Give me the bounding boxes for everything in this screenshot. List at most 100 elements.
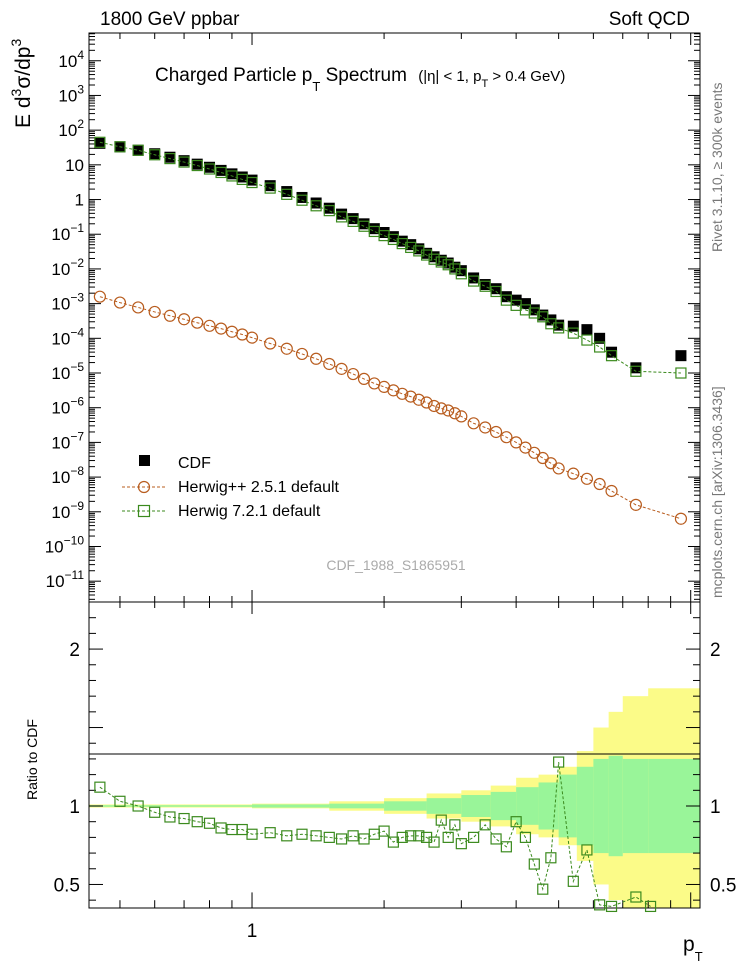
header-right: Soft QCD [609,9,690,30]
ylabel-b: 3 [8,88,24,96]
herwigpp-point [214,322,228,335]
main-ytick-label: 10−5 [51,360,84,383]
ratio-herwig7-point [94,781,106,793]
main-ytick-label-base: 10 [58,52,77,71]
herwig7-point [405,241,417,254]
herwigpp-point [245,331,259,344]
ratio-band-inner [490,791,517,821]
herwigpp-point [580,472,594,485]
title-paren: (|η| < 1, p [418,68,481,85]
ratio-herwig7-point [442,831,454,843]
herwigpp-point [132,301,145,314]
title-main: Charged Particle p [155,65,312,86]
ratio-herwig7-point [178,812,190,825]
herwig7-point [378,230,390,242]
ratio-ytick-label-right: 1 [710,797,721,818]
herwigpp-point [552,462,565,475]
herwigpp-point [93,290,106,303]
herwig7-point [479,280,491,292]
main-ytick-label-base: 10 [51,225,70,244]
ratio-herwig7-point [553,756,565,768]
series-line [99,296,682,520]
title-sub1: T [312,79,320,94]
cdf-data-point [164,151,176,163]
ratio-herwig7-point [149,806,161,818]
herwig7-point [567,327,579,339]
ratio-herwig7-point [435,814,447,826]
herwig7-point [164,152,176,165]
main-ytick-label-exp: 4 [77,48,84,62]
herwig7-point [387,233,399,246]
herwigpp-point [420,396,433,409]
ratio-ytick-label: 1 [69,797,80,818]
herwigpp-point [335,362,348,375]
series-line [99,141,681,374]
legend-marker-herwigpp [137,480,151,494]
ylabel-a: E d [12,96,35,128]
ratio-uncertainty-bands [89,688,701,908]
ratio-herwig7-point [545,852,557,864]
herwig7-point [594,341,606,353]
herwig7-point [455,268,467,280]
herwig7-point [335,211,348,223]
ratio-herwig7-point [413,830,425,842]
herwigpp-point [489,425,503,439]
herwig7-point [528,307,540,319]
herwigpp-point [295,347,309,361]
main-ytick-label: 10−10 [45,533,85,556]
main-ytick-label: 10−11 [46,568,85,591]
main-ytick-label-exp: −5 [70,360,84,374]
ratio-band-inner [329,803,385,809]
herwig7-point [281,188,293,200]
herwigpp-point [203,319,216,332]
main-ytick-label-exp: −10 [64,533,85,547]
herwig7-point [347,215,359,227]
cdf-data-point [449,261,461,273]
main-ytick-label-exp: −11 [65,568,85,582]
herwigpp-point [191,316,204,329]
herwig7-point [420,249,433,261]
main-ytick-label-base: 10 [58,121,77,140]
main-ytick-label-exp: 3 [77,82,84,96]
herwigpp-point [519,441,532,454]
ratio-band-inner [252,804,330,808]
ratio-herwig7-point [215,822,227,834]
cdf-data-point [442,257,454,269]
herwigpp-point [605,484,618,498]
herwig7-point [553,322,565,334]
herwigpp-point [448,407,461,420]
legend-label-herwigpp: Herwig++ 2.5.1 default [178,479,340,496]
ylabel-d: 3 [8,39,24,47]
legend: CDF Herwig++ 2.5.1 default Herwig 7.2.1 … [122,455,340,520]
main-ytick-label-exp: 2 [77,117,84,131]
rivet-label: Rivet 3.1.10, ≥ 300k events [709,82,725,252]
cdf-data-point [630,362,642,374]
ratio-herwig7-point [246,828,258,840]
cdf-data-point [468,272,480,284]
cdf-data-point [581,324,593,336]
main-ytick-label: 10−7 [51,429,84,452]
main-ytick-label-base: 10 [51,295,70,314]
ratio-herwig7-point [581,844,593,856]
main-ytick-label-exp: −8 [70,464,84,478]
herwig7-point [191,159,203,172]
cdf-data-point [358,218,370,230]
herwigpp-point [163,309,177,322]
cdf-data-point [149,148,161,160]
cdf-data-point [594,332,606,344]
herwig7-point [203,163,216,175]
main-ytick-label-base: 10 [58,86,77,105]
herwig7-point [490,285,502,298]
ratio-band-inner [538,782,560,830]
main-ytick-label-base: 10 [51,399,70,418]
main-ytick-label-base: 10 [46,572,65,591]
herwig7-point [675,367,687,379]
ratio-herwig7-point [405,830,417,842]
cdf-data-point [132,144,144,156]
cdf-data-point [606,346,618,358]
herwig7-point [94,136,106,148]
cdf-data-point [296,191,308,203]
legend-marker-herwig7 [137,504,151,518]
herwigpp-point [148,305,161,319]
herwigpp-point [442,404,455,417]
